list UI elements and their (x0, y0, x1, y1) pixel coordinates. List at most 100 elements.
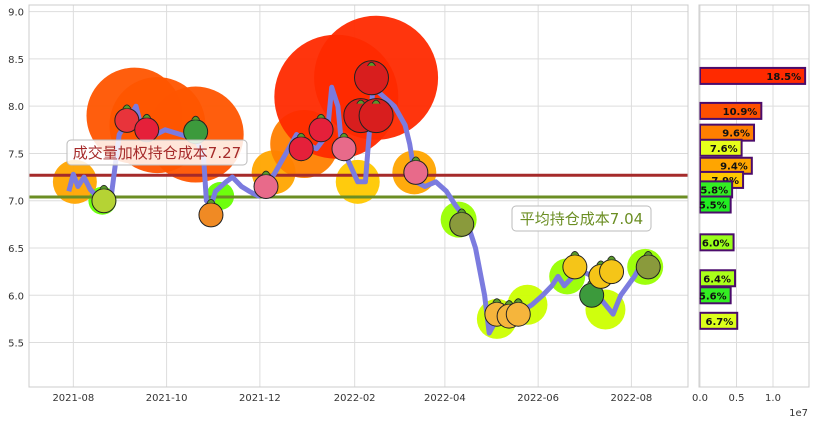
y-tick-label: 6.0 (8, 291, 24, 302)
bar-rect (699, 195, 732, 214)
y-tick-label: 7.0 (8, 197, 24, 208)
pear-leaf (643, 251, 653, 256)
x-tick-label: 2022-06 (517, 393, 559, 404)
corn-icon (599, 255, 625, 285)
pineapple-leaf (504, 300, 514, 305)
strawberry-body (134, 117, 160, 143)
strawberry-icon (308, 113, 334, 143)
bar-rect (699, 269, 737, 288)
y-tick-label: 6.5 (8, 244, 24, 255)
y-tick-label: 9.0 (8, 8, 24, 19)
strawberry-icon (134, 113, 160, 143)
bar-label: 6.7% (705, 317, 733, 328)
x-tick-label: 2021-10 (146, 393, 188, 404)
apple-body (353, 60, 389, 96)
pineapple-body (505, 301, 531, 327)
bar-rect (699, 311, 739, 330)
bar-x-multiplier: 1e7 (789, 408, 808, 419)
distribution-bar: 5.8% (699, 180, 734, 199)
distribution-bar: 10.9% (699, 101, 763, 120)
cost-lines (29, 173, 688, 199)
cost-label-box (66, 139, 248, 166)
bar-x-tick-label: 1.0 (765, 393, 781, 404)
x-tick-label: 2022-02 (334, 393, 376, 404)
pear-icon (635, 251, 661, 280)
apple-leaf (371, 99, 381, 104)
watermelon-icon (183, 115, 209, 145)
pear-body (449, 211, 475, 237)
corn-body (599, 259, 625, 285)
x-tick-label: 2021-12 (239, 393, 281, 404)
bar-ticks: 0.0 0.5 1.0 1e7 (692, 393, 808, 419)
strawberry-body (288, 136, 314, 162)
distribution-bar: 6.4% (699, 269, 737, 288)
y-tick-label: 8.5 (8, 55, 24, 66)
bar-axes-frame (698, 4, 810, 388)
cost-label: 成交量加权持仓成本7.27 (73, 144, 241, 162)
distribution-bar: 7.6% (699, 138, 743, 157)
distribution-bar: 6.7% (699, 311, 739, 330)
apple-icon (353, 60, 389, 96)
apple-icon (358, 98, 394, 134)
y-tick-label: 8.0 (8, 102, 24, 113)
bars: 18.5%10.9%9.6%7.6%9.4%7.9%5.8%5.5%6.0%6.… (699, 66, 807, 330)
watermelon-slice-icon (114, 104, 140, 133)
apple-body (358, 98, 394, 134)
pineapple-icon (505, 298, 531, 327)
radish-icon (253, 170, 279, 200)
watermelon-slice-leaf (122, 104, 132, 109)
cost-labels: 成交量加权持仓成本7.27 平均持仓成本7.04 (66, 139, 652, 232)
bar-label: 10.9% (723, 107, 758, 118)
distribution-bar: 5.6% (699, 286, 732, 305)
carrot-body (198, 202, 224, 228)
bar-rect (699, 233, 735, 252)
distribution-bar: 6.0% (699, 233, 735, 252)
x-tick-label: 2022-04 (424, 393, 466, 404)
corn-leaf (570, 251, 580, 256)
bar-label: 5.5% (699, 201, 727, 212)
strawberry-leaf (142, 113, 152, 119)
pineapple-leaf (513, 298, 523, 303)
radish-leaf (411, 156, 421, 161)
bar-label: 7.6% (710, 144, 738, 155)
bar-rect (699, 286, 732, 305)
x-tick-label: 2022-08 (611, 393, 653, 404)
fruit-markers (91, 60, 661, 329)
radish-body (331, 136, 357, 162)
strawberry-leaf (316, 113, 326, 119)
bar-rect (699, 101, 763, 120)
bar-label: 9.4% (720, 162, 748, 173)
apple-leaf (367, 61, 376, 67)
distribution-bar: 5.5% (699, 195, 732, 214)
bar-x-tick-label: 0.5 (729, 393, 745, 404)
cost-label: 平均持仓成本7.04 (520, 210, 643, 228)
bar-x-tick-label: 0.0 (692, 393, 708, 404)
radish-leaf (339, 132, 349, 137)
carrot-leaf (206, 199, 216, 204)
y-tick-label: 7.5 (8, 149, 24, 160)
bar-label: 5.8% (700, 185, 728, 196)
radish-leaf (261, 170, 271, 175)
main-axes-frame (28, 4, 689, 388)
bar-rect (699, 66, 807, 85)
bar-label: 6.4% (703, 274, 731, 285)
cost-label-box (511, 205, 652, 232)
pear-leaf (457, 208, 467, 213)
corn-icon (562, 251, 588, 280)
watermelon-leaf (191, 115, 201, 120)
bar-label: 6.0% (702, 238, 730, 249)
apple-leaf (356, 99, 366, 104)
strawberry-icon (288, 132, 314, 162)
radish-body (403, 159, 429, 185)
kiwi-icon (91, 184, 117, 214)
radish-icon (331, 132, 357, 162)
distribution-bar: 9.6% (699, 123, 756, 142)
bar-label: 18.5% (766, 72, 801, 83)
pear-body (635, 254, 661, 280)
bar-label: 9.6% (722, 129, 750, 140)
radish-icon (403, 156, 429, 185)
radish-body (253, 174, 279, 200)
main-ticks: 5.5 6.0 6.5 7.0 7.5 8.0 8.5 9.0 2021-08 2021-10 20… (8, 8, 652, 404)
corn-body (562, 254, 588, 280)
